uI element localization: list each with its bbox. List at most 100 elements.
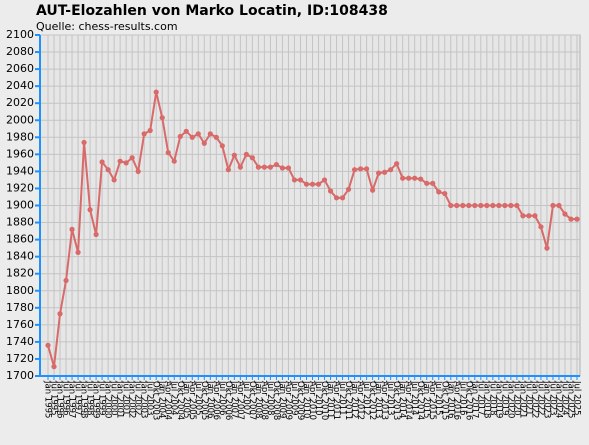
x-tick-label: Apr 2007 <box>235 381 245 420</box>
point <box>57 311 63 317</box>
point <box>273 161 280 168</box>
x-tick-label: Jul 2019 <box>499 380 509 416</box>
point <box>351 167 358 173</box>
point <box>309 181 316 187</box>
point <box>436 189 442 195</box>
point <box>159 115 165 121</box>
x-tick-label: Jan 2016 <box>445 380 455 418</box>
x-tick-label: Jul 2003 <box>145 380 155 416</box>
point <box>460 202 466 209</box>
point <box>345 186 352 192</box>
x-tick-label: Apr 2013 <box>379 381 389 420</box>
x-tick-label: Jul 2023 <box>547 380 557 416</box>
point <box>550 202 556 209</box>
x-tick-label: Jan 2000 <box>103 380 113 418</box>
x-tick-label: Apr 2012 <box>355 381 365 420</box>
x-tick-label: Jul 2013 <box>385 380 395 416</box>
x-tick-label: Jan 2004 <box>157 380 167 418</box>
point <box>412 175 418 181</box>
x-tick-label: Jan 2005 <box>181 380 191 418</box>
point <box>448 202 454 209</box>
point <box>225 167 231 173</box>
x-tick-label: Jul 2021 <box>523 380 533 416</box>
point <box>123 160 129 166</box>
point <box>538 224 544 230</box>
x-tick-label: Jul 2015 <box>433 380 443 416</box>
x-tick-label: Jul 2020 <box>511 380 521 416</box>
point <box>249 155 255 161</box>
point <box>117 158 123 164</box>
x-tick-label: Jul 2022 <box>535 380 545 416</box>
x-tick-label: Jul 2024 <box>559 380 569 416</box>
y-tick-label: 1720 <box>6 352 34 365</box>
x-tick-label: Jul 2017 <box>475 380 485 416</box>
x-tick-label: Apr 2008 <box>259 381 269 420</box>
x-tick-label: Jul 2016 <box>457 380 467 416</box>
y-tick-label: 1760 <box>6 318 34 331</box>
point <box>213 134 219 140</box>
x-tick-label: Okt 2013 <box>391 381 401 420</box>
x-tick-label: Jan 2010 <box>301 380 311 418</box>
x-tick-label: Jan 1998 <box>79 380 89 418</box>
x-tick-label: Apr 2014 <box>403 381 413 420</box>
point <box>69 226 75 232</box>
point <box>51 364 57 370</box>
x-tick-label: Jan 2017 <box>469 380 479 418</box>
y-tick-label: 1740 <box>6 335 34 348</box>
point <box>75 249 81 255</box>
x-tick-label: Jan 2020 <box>505 380 515 418</box>
x-tick-label: Okt 2006 <box>223 381 233 420</box>
x-tick-label: Jul 2006 <box>217 380 227 416</box>
x-tick-label: Jan 1999 <box>91 380 101 418</box>
point <box>231 152 237 158</box>
y-tick-label: 1700 <box>6 369 34 382</box>
y-tick-label: 2100 <box>6 28 34 41</box>
point <box>153 89 159 95</box>
x-tick-label: Jan 2008 <box>253 380 263 418</box>
point <box>532 213 538 219</box>
x-tick-label: Jul 2002 <box>133 380 143 416</box>
chart-subtitle: Quelle: chess-results.com <box>36 20 178 33</box>
x-tick-label: Jan 2019 <box>493 380 503 418</box>
y-tick-label: 1820 <box>6 267 34 280</box>
chart-title: AUT-Elozahlen von Marko Locatin, ID:1084… <box>36 3 388 19</box>
point <box>147 127 153 134</box>
y-tick-label: 1860 <box>6 233 34 246</box>
point <box>418 176 424 182</box>
x-tick-label: Okt 2016 <box>463 381 473 420</box>
point <box>87 207 93 213</box>
point <box>195 131 201 137</box>
x-tick-label: Jan 2003 <box>139 380 149 418</box>
x-tick-label: Jul 2001 <box>121 380 131 416</box>
point <box>568 216 574 222</box>
y-tick-label: 2080 <box>6 45 34 58</box>
x-tick-label: Apr 2015 <box>427 381 437 420</box>
point <box>490 202 496 209</box>
point <box>219 143 225 149</box>
x-tick-label: Jul 2005 <box>193 380 203 416</box>
point <box>45 342 51 348</box>
point <box>496 202 502 209</box>
point <box>183 128 189 134</box>
point <box>285 165 292 171</box>
x-tick-label: Jul 2014 <box>409 380 419 416</box>
point <box>279 165 286 171</box>
point <box>357 166 364 172</box>
point <box>135 168 141 174</box>
x-tick-label: Jul 1999 <box>97 380 107 416</box>
x-tick-label: Apr 2006 <box>211 381 221 420</box>
y-tick-label: 2000 <box>6 113 34 126</box>
point <box>255 164 261 170</box>
x-tick-label: Jan 2025 <box>565 380 575 418</box>
x-tick-label: Jul 2012 <box>361 380 371 416</box>
point <box>400 175 406 181</box>
point <box>478 202 484 209</box>
point <box>141 131 147 137</box>
point <box>171 158 177 164</box>
x-tick-label: Jul 1995 <box>49 380 59 416</box>
point <box>129 155 135 161</box>
point <box>388 167 394 173</box>
x-tick-label: Jul 1998 <box>85 380 95 416</box>
point <box>99 159 105 165</box>
x-tick-label: Jan 2014 <box>397 380 407 418</box>
